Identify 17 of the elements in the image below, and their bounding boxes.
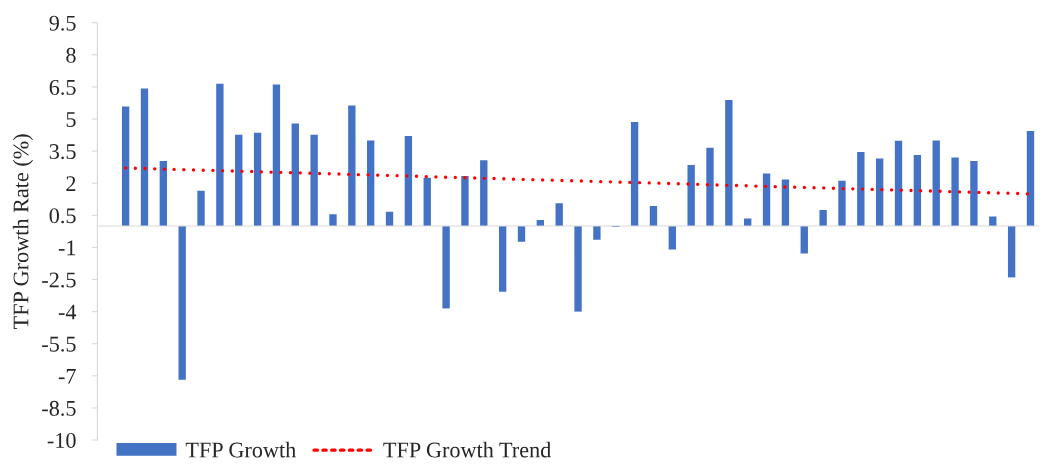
y-tick-label: -8.5 — [42, 400, 76, 416]
y-axis-title: TFP Growth Rate (%) — [12, 134, 33, 329]
y-tick-label: 5 — [66, 112, 76, 127]
y-tick-label: 3.5 — [49, 144, 76, 160]
y-tick-label: 0.5 — [49, 208, 76, 224]
y-tick-label: -10 — [47, 432, 76, 448]
y-tick-label: -5.5 — [42, 336, 76, 352]
y-tick-label: -2.5 — [42, 272, 76, 288]
legend-label: TFP Growth Trend — [383, 441, 552, 458]
y-tick-label: -7 — [58, 368, 76, 384]
y-tick-label: 6.5 — [49, 79, 76, 95]
y-tick-label: -1 — [58, 240, 76, 256]
y-tick-label: -4 — [58, 304, 77, 320]
y-tick-label: 8 — [66, 47, 76, 63]
y-tick-label: 2 — [66, 176, 76, 191]
legend-label: TFP Growth — [185, 441, 296, 458]
y-tick-label: 9.5 — [49, 15, 76, 31]
